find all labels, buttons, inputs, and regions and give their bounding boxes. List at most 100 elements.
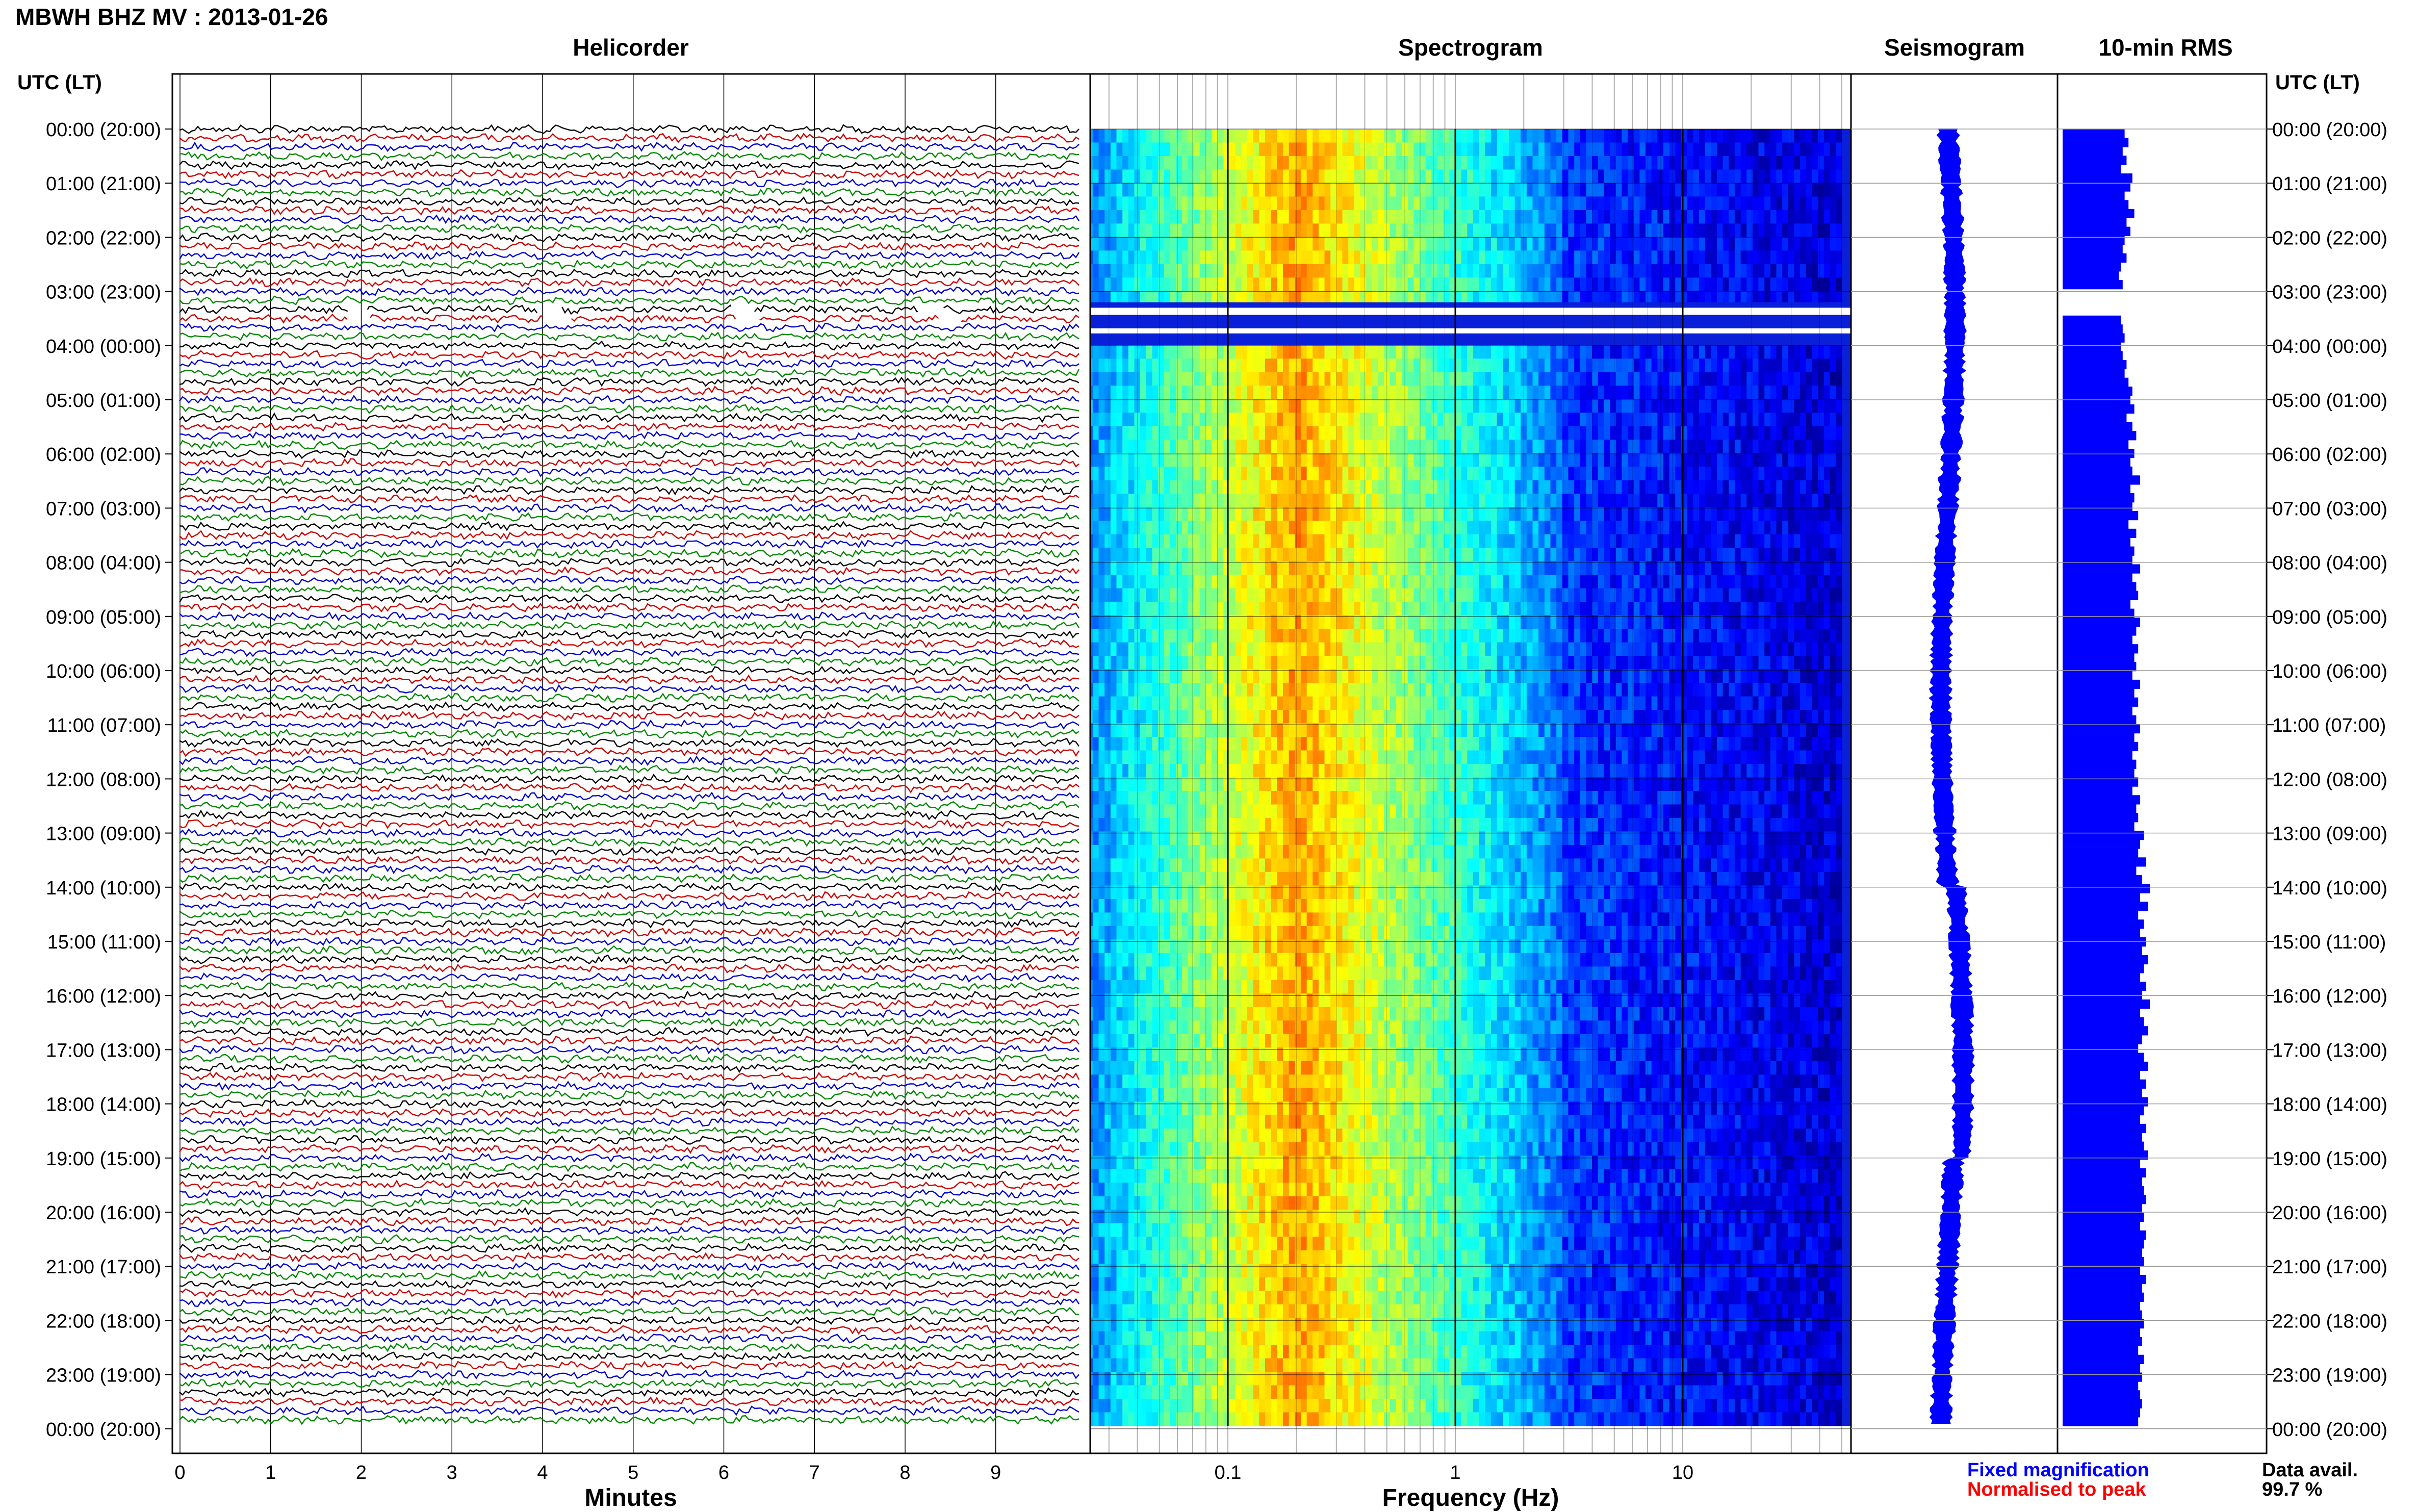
spectrogram-cell <box>1247 656 1254 670</box>
spectrogram-cell <box>1413 643 1420 656</box>
spectrogram-cell <box>1753 453 1759 467</box>
spectrogram-cell <box>1241 129 1248 143</box>
spectrogram-cell <box>1212 616 1218 629</box>
spectrogram-cell <box>1140 237 1147 251</box>
spectrogram-cell <box>1533 399 1539 413</box>
spectrogram-cell <box>1289 250 1296 264</box>
spectrogram-cell <box>1348 521 1355 534</box>
spectrogram-cell <box>1111 170 1117 184</box>
spectrogram-cell <box>1830 453 1836 467</box>
spectrogram-cell <box>1325 602 1331 616</box>
spectrogram-cell <box>1675 534 1682 548</box>
spectrogram-cell <box>1503 602 1509 616</box>
spectrogram-cell <box>1277 386 1283 399</box>
helicorder-trace <box>179 558 1079 567</box>
spectrogram-cell <box>1360 143 1367 157</box>
spectrogram-cell <box>1265 399 1272 413</box>
spectrogram-cell <box>1503 196 1509 210</box>
spectrogram-cell <box>1693 656 1700 670</box>
spectrogram-cell <box>1229 277 1236 291</box>
spectrogram-cell <box>1735 386 1741 399</box>
spectrogram-cell <box>1782 170 1789 184</box>
spectrogram-cell <box>1200 561 1206 575</box>
spectrogram-cell <box>1164 143 1171 157</box>
spectrogram-cell <box>1551 196 1557 210</box>
spectrogram-cell <box>1497 494 1504 507</box>
helicorder-trace <box>179 1136 1079 1144</box>
spectrogram-cell <box>1711 643 1717 656</box>
spectrogram-cell <box>1188 629 1194 643</box>
spectrogram-cell <box>1152 548 1159 561</box>
spectrogram-cell <box>1515 453 1522 467</box>
spectrogram-cell <box>1378 426 1385 440</box>
spectrogram-cell <box>1366 386 1373 399</box>
spectrogram-cell <box>1705 129 1712 143</box>
spectrogram-cell <box>1652 143 1658 157</box>
spectrogram-cell <box>1247 277 1254 291</box>
spectrogram-cell <box>1586 196 1593 210</box>
spectrogram-cell <box>1746 616 1753 629</box>
spectrogram-cell <box>1277 548 1283 561</box>
spectrogram-cell <box>1444 250 1450 264</box>
spectrogram-cell <box>1836 358 1842 372</box>
spectrogram-cell <box>1330 170 1337 184</box>
spectrogram-cell <box>1562 643 1569 656</box>
spectrogram-cell <box>1616 588 1623 602</box>
spectrogram-cell <box>1176 670 1182 683</box>
spectrogram-cell <box>1645 399 1652 413</box>
spectrogram-cell <box>1117 426 1123 440</box>
spectrogram-cell <box>1099 372 1105 386</box>
spectrogram-cell <box>1770 616 1777 629</box>
spectrogram-cell <box>1336 561 1343 575</box>
spectrogram-cell <box>1354 143 1361 157</box>
spectrogram-cell <box>1806 386 1813 399</box>
spectrogram-cell <box>1705 264 1712 278</box>
spectrogram-cell <box>1705 656 1712 670</box>
spectrogram-cell <box>1413 237 1420 251</box>
spectrogram-cell <box>1236 129 1242 143</box>
spectrogram-cell <box>1182 143 1189 157</box>
spectrogram-cell <box>1515 426 1522 440</box>
spectrogram-cell <box>1592 170 1599 184</box>
spectrogram-cell <box>1140 413 1147 426</box>
spectrogram-cell <box>1693 183 1700 197</box>
spectrogram-cell <box>1634 277 1640 291</box>
spectrogram-cell <box>1574 602 1581 616</box>
spectrogram-cell <box>1741 170 1747 184</box>
spectrogram-cell <box>1378 480 1385 494</box>
spectrogram-cell <box>1319 264 1325 278</box>
spectrogram-cell <box>1372 277 1379 291</box>
spectrogram-cell <box>1384 467 1391 480</box>
spectrogram-cell <box>1420 277 1426 291</box>
spectrogram-cell <box>1437 372 1444 386</box>
spectrogram-cell <box>1390 507 1397 521</box>
spectrogram-cell <box>1295 413 1301 426</box>
spectrogram-cell <box>1569 223 1575 237</box>
spectrogram-cell <box>1325 507 1331 521</box>
spectrogram-cell <box>1645 643 1652 656</box>
spectrogram-cell <box>1099 210 1105 224</box>
spectrogram-cell <box>1307 494 1314 507</box>
spectrogram-cell <box>1735 210 1741 224</box>
helicorder-trace <box>179 1199 1079 1207</box>
spectrogram-cell <box>1099 561 1105 575</box>
spectrogram-cell <box>1509 358 1515 372</box>
spectrogram-cell <box>1283 440 1290 453</box>
spectrogram-cell <box>1218 277 1224 291</box>
spectrogram-cell <box>1729 521 1735 534</box>
spectrogram-cell <box>1741 643 1747 656</box>
spectrogram-cell <box>1301 345 1307 359</box>
spectrogram-cell <box>1830 372 1836 386</box>
spectrogram-cell <box>1741 629 1747 643</box>
spectrogram-cell <box>1729 440 1735 453</box>
spectrogram-cell <box>1735 629 1741 643</box>
spectrogram-cell <box>1152 399 1159 413</box>
spectrogram-cell <box>1325 264 1331 278</box>
spectrogram-cell <box>1259 602 1266 616</box>
helicorder-trace <box>179 1055 1079 1063</box>
spectrogram-cell <box>1693 507 1700 521</box>
spectrogram-cell <box>1491 588 1498 602</box>
spectrogram-cell <box>1473 129 1480 143</box>
spectrogram-cell <box>1241 548 1248 561</box>
spectrogram-cell <box>1491 277 1498 291</box>
